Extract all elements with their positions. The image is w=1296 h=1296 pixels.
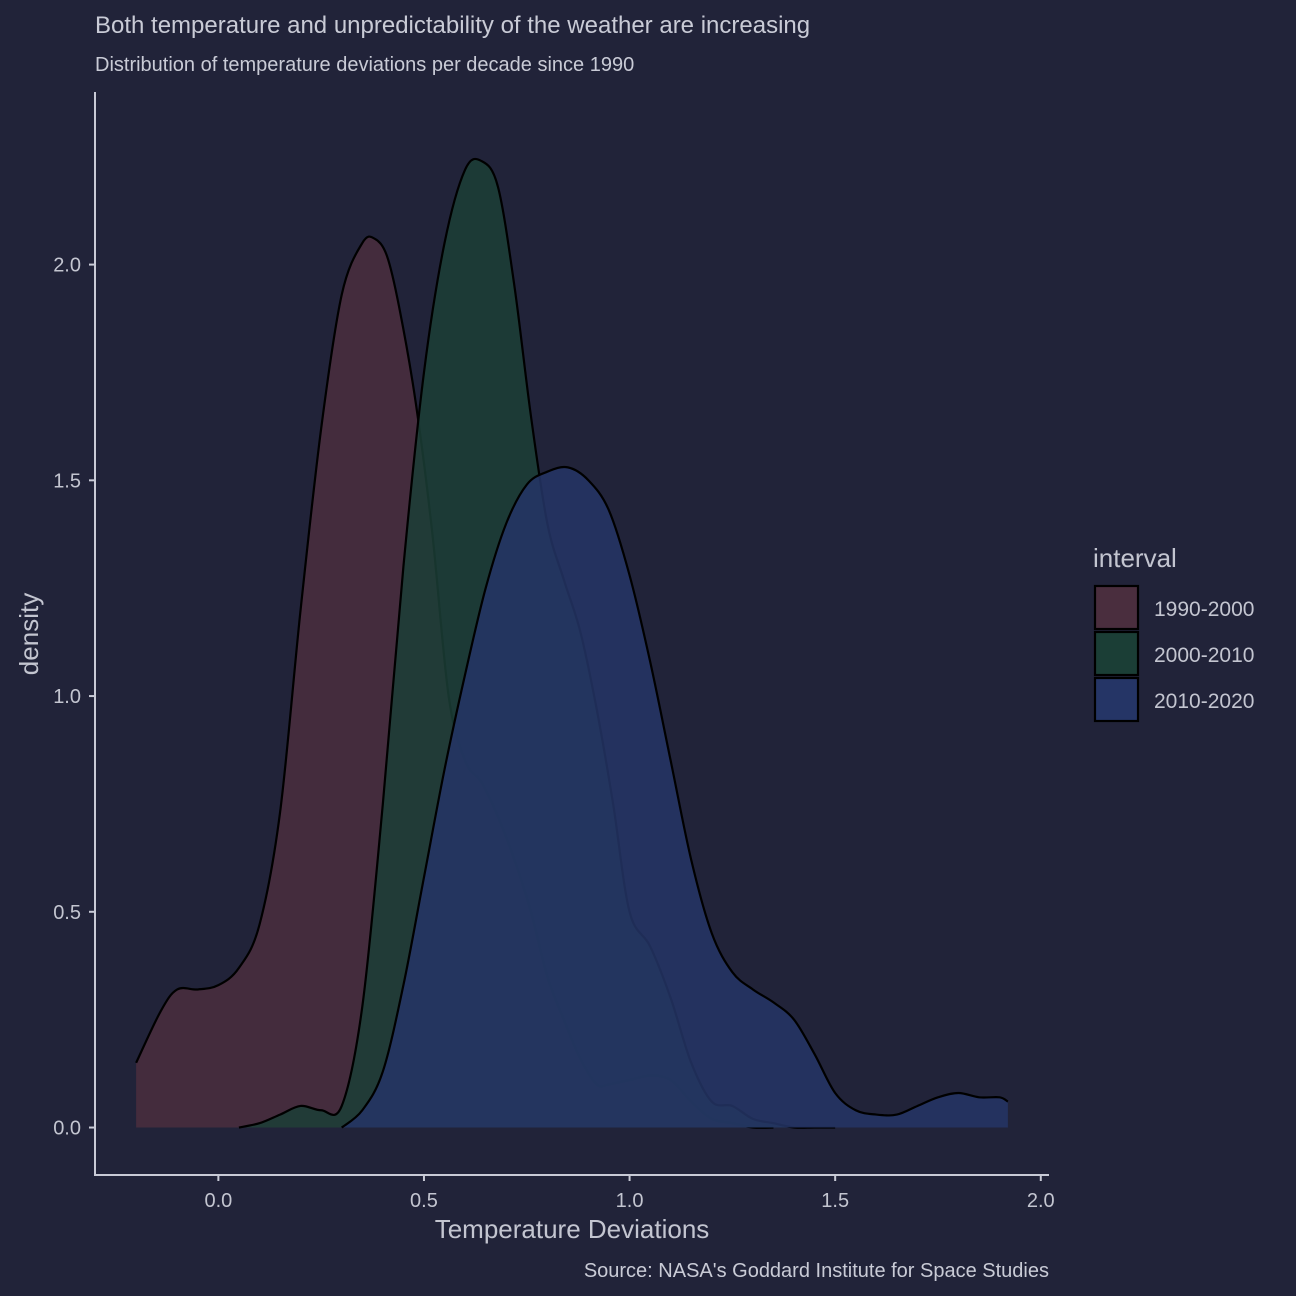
x-tick-label: 1.0	[616, 1190, 644, 1212]
y-tick-label: 1.0	[53, 686, 81, 708]
y-tick-label: 1.5	[53, 470, 81, 492]
legend-title: interval	[1093, 543, 1177, 573]
x-axis-label: Temperature Deviations	[435, 1214, 710, 1244]
legend-label-2010-2020: 2010-2020	[1154, 690, 1254, 713]
chart-caption: Source: NASA's Goddard Institute for Spa…	[584, 1260, 1049, 1282]
legend: interval 1990-2000 2000-2010 2010-2020	[1093, 543, 1254, 723]
x-tick-label: 0.5	[410, 1190, 438, 1212]
y-axis-ticks: 0.0 0.5 1.0 1.5 2.0	[53, 255, 95, 1140]
x-tick-label: 2.0	[1027, 1190, 1055, 1212]
legend-swatch-2000-2010	[1093, 630, 1140, 677]
legend-label-2000-2010: 2000-2010	[1154, 644, 1254, 667]
y-tick-label: 0.5	[53, 902, 81, 924]
x-axis-ticks: 0.0 0.5 1.0 1.5 2.0	[204, 1175, 1055, 1212]
y-tick-label: 0.0	[53, 1118, 81, 1140]
x-tick-label: 0.0	[204, 1190, 232, 1212]
plot-area	[135, 157, 1009, 1129]
legend-label-1990-2000: 1990-2000	[1154, 598, 1254, 621]
density-line-2010-2020	[341, 465, 1009, 1129]
chart-subtitle: Distribution of temperature deviations p…	[95, 54, 634, 76]
legend-swatch-2010-2020	[1093, 676, 1140, 723]
chart-title: Both temperature and unpredictability of…	[95, 12, 810, 39]
density-area-2010-2020	[341, 466, 1008, 1128]
legend-swatch-1990-2000	[1093, 584, 1140, 631]
y-tick-label: 2.0	[53, 255, 81, 277]
x-tick-label: 1.5	[821, 1190, 849, 1212]
y-axis-label: density	[14, 593, 44, 675]
density-area-1990-2000	[136, 236, 774, 1128]
